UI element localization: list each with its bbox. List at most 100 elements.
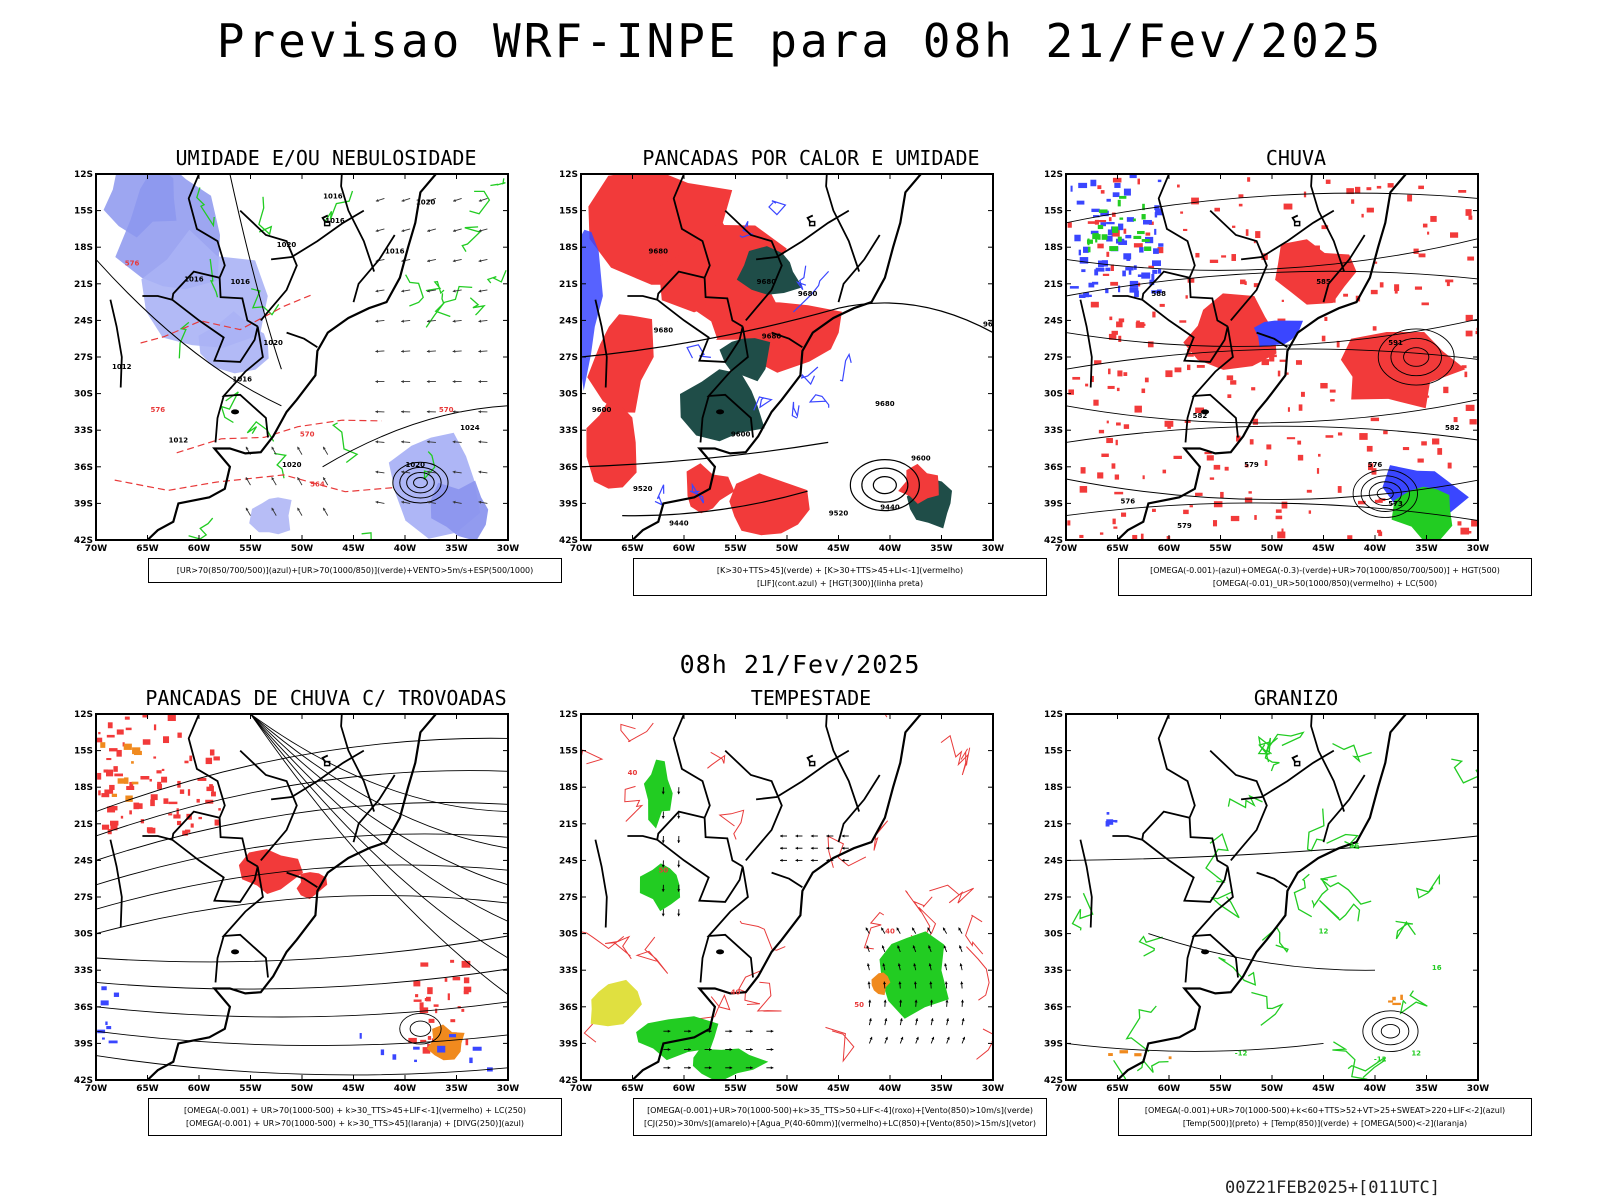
lon-tick-label: 45W — [1312, 1084, 1335, 1094]
rain-red-cell — [1132, 534, 1138, 540]
border-line — [755, 749, 850, 801]
lon-tick-label: 40W — [879, 544, 902, 554]
divergence-blue-cell — [392, 1054, 397, 1060]
rain-red-cell — [1281, 501, 1288, 509]
rain-blue-cell — [1107, 229, 1113, 236]
rain-blue-cell — [1143, 219, 1152, 225]
contour-label: 9600 — [592, 406, 612, 414]
rain-red-cell — [1366, 207, 1374, 213]
border-line — [340, 174, 375, 272]
rain-red-cell — [1453, 417, 1458, 423]
thunder-orange-cell — [100, 742, 106, 748]
rain-green-cell — [1087, 246, 1091, 253]
map-content — [96, 714, 508, 1080]
rain-blue-cell — [1114, 182, 1121, 188]
lon-tick-label: 30W — [1467, 1084, 1490, 1094]
wind-vector — [401, 289, 405, 293]
wind850-vector — [927, 927, 931, 931]
lat-tick-label: 33S — [559, 966, 578, 976]
humidity-green-contour — [469, 190, 491, 215]
hgt500-contour — [1066, 399, 1478, 424]
wind850-vector — [944, 981, 948, 985]
lat-tick-label: 39S — [559, 499, 578, 509]
wind850-vector — [780, 858, 783, 862]
humidity-green-contour — [246, 421, 275, 442]
rain-red-cell — [1254, 515, 1257, 520]
rain-red-cell — [1121, 512, 1127, 517]
lat-tick-label: 36S — [559, 463, 578, 473]
lat-tick-label: 12S — [559, 170, 578, 180]
lat-tick-label: 30S — [1044, 390, 1063, 400]
humidity-green-contour — [490, 178, 506, 187]
lon-tick-label: 70W — [570, 1084, 593, 1094]
border-line — [1310, 714, 1345, 812]
border-line — [1209, 749, 1268, 861]
rain-red-cell — [1079, 534, 1084, 538]
map-chuva: 585 588 591 582 579 576 573 576 579 582 12S 15S 18S 2… — [1044, 170, 1489, 554]
precipitable-water-contour — [863, 911, 885, 950]
rain-blue-cell — [1155, 208, 1163, 216]
border-line — [352, 774, 396, 843]
wind850-vector — [881, 945, 885, 949]
border-line — [1112, 835, 1143, 841]
wind850-vector — [677, 840, 681, 843]
precipitable-water-contour — [581, 749, 604, 765]
wind850-vector — [677, 791, 681, 795]
low-pressure-ring — [399, 466, 442, 499]
contour-label: 1012 — [112, 363, 132, 371]
humidity-green-contour — [461, 226, 482, 252]
rain-red-cell — [1212, 520, 1218, 527]
border-line — [1157, 714, 1196, 819]
border-line — [270, 209, 365, 261]
rain-red-cell — [1320, 382, 1328, 389]
wind850-vector — [841, 858, 845, 862]
map-pancadas-calor: 9600 9680 9680 9680 9680 9680 9600 9600 9520 9440… — [559, 170, 1004, 554]
thunder-red-cell — [420, 1039, 427, 1043]
lat-tick-label: 24S — [559, 856, 578, 866]
run-timestamp: 00Z21FEB2025+[011UTC] — [1225, 1178, 1440, 1198]
rain-red-cell — [1085, 383, 1089, 387]
thunder-red-cell — [213, 756, 220, 761]
rain-red-cell — [1285, 372, 1289, 375]
thunder-red-cell — [150, 799, 155, 807]
lon-tick-label: 50W — [291, 544, 314, 554]
lat-tick-label: 27S — [74, 893, 93, 903]
rain-red-cell — [1297, 454, 1304, 461]
rain-red-cell — [1422, 223, 1428, 228]
rain-red-cell — [1159, 303, 1165, 307]
rain-red-cell — [1090, 301, 1099, 308]
rain-red-cell — [1253, 283, 1259, 288]
wind850-vector — [677, 913, 681, 917]
lon-tick-label: 40W — [879, 1084, 902, 1094]
thunder-orange-cell — [131, 761, 134, 764]
wind-vector — [426, 380, 430, 384]
border-line — [627, 295, 658, 301]
hail-blue-cell — [1106, 812, 1110, 815]
wind850-vector — [944, 963, 948, 967]
rain-red-cell — [1295, 360, 1302, 365]
thunder-orange-cell — [123, 743, 132, 750]
thunder-red-cell — [464, 987, 469, 991]
temp500-contour — [1066, 1042, 1324, 1052]
lon-tick-label: 55W — [1209, 1084, 1232, 1094]
rain-red-cell — [1330, 399, 1335, 402]
border-line — [171, 838, 259, 903]
rain-red-cell — [1232, 225, 1236, 228]
lake-mark — [1201, 949, 1210, 955]
lake-mark — [1201, 409, 1210, 415]
border-line — [724, 749, 783, 861]
thunder-red-cell — [146, 827, 153, 833]
rain-red-cell — [1255, 231, 1261, 239]
legend-pancadas-calor: [K>30+TTS>45](verde) + [K>30+TTS>45+LI<-… — [633, 558, 1047, 596]
thunder-red-cell — [126, 786, 135, 791]
omega-orange-cell — [1119, 1050, 1129, 1054]
wind-vector — [375, 500, 379, 504]
humidity-green-contour — [196, 187, 215, 228]
wind850-vector — [913, 981, 917, 985]
rain-red-cell — [1437, 448, 1443, 455]
wind-vector — [375, 319, 379, 323]
rain-red-cell — [1372, 326, 1377, 331]
lat-tick-label: 15S — [1044, 747, 1063, 757]
rain-blue-cell — [1106, 235, 1113, 242]
thunder-red-cell — [184, 760, 189, 764]
